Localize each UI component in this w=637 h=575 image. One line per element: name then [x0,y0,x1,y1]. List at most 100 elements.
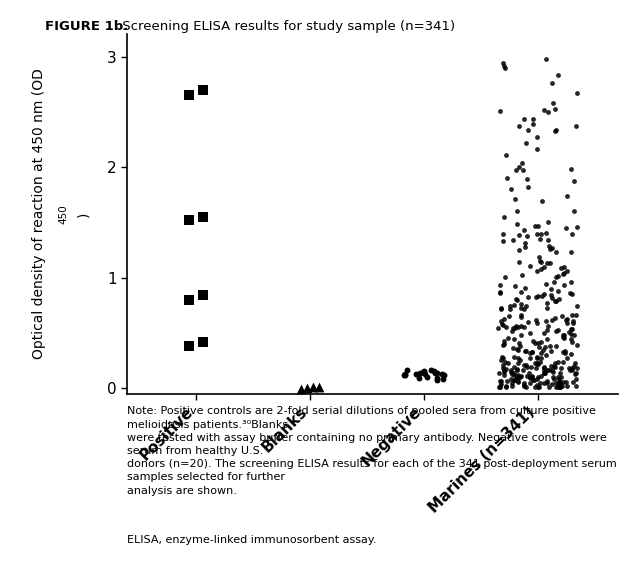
Point [569,361,579,370]
Point [520,139,531,148]
Point [501,364,511,373]
Point [529,375,539,384]
Point [512,344,522,353]
Point [494,382,505,391]
Point [534,342,545,351]
Point [530,382,540,392]
Point [496,380,506,389]
Point [497,364,508,373]
Point [553,286,563,296]
Point [551,126,561,135]
Point [536,257,547,266]
Point [533,382,543,392]
Point [550,273,561,282]
Point [197,290,208,300]
Point [548,375,559,384]
Point [498,237,508,246]
Point [497,341,508,350]
Point [526,348,536,357]
Text: ELISA, enzyme-linked immunosorbent assay.: ELISA, enzyme-linked immunosorbent assay… [127,535,377,545]
Point [519,380,529,389]
Point [522,371,533,381]
Point [184,295,194,304]
Point [527,348,538,357]
Point [540,55,550,64]
Point [296,384,306,393]
Point [538,346,548,355]
Point [516,287,526,296]
Point [513,371,524,380]
Point [515,373,526,382]
Point [551,378,561,388]
Point [546,290,556,300]
Point [543,321,553,331]
Point [514,121,524,131]
Point [559,334,569,343]
Point [559,348,569,358]
Point [534,382,544,392]
Point [507,327,517,336]
Point [184,342,194,351]
Point [531,144,541,154]
Point [571,363,582,372]
Point [505,304,515,313]
Point [513,230,524,239]
Point [546,362,556,371]
Point [554,379,564,388]
Point [555,369,565,378]
Point [519,304,529,313]
Point [525,373,535,382]
Point [566,363,576,373]
Point [524,369,534,378]
Point [562,191,572,201]
Point [571,368,582,377]
Point [499,370,510,380]
Point [548,373,559,382]
Point [515,331,526,340]
Point [499,314,509,323]
Point [521,301,531,310]
Point [564,328,575,337]
Point [561,377,571,386]
Point [554,375,564,384]
Point [528,119,538,128]
Point [553,382,563,392]
Point [503,359,513,368]
Point [535,257,545,266]
Point [566,324,576,333]
Point [541,279,551,288]
Point [415,369,425,378]
Point [495,376,505,385]
Point [544,365,554,374]
Point [557,381,567,390]
Point [422,373,432,382]
Point [545,259,555,268]
Point [506,375,516,384]
Point [501,323,511,332]
Point [547,98,557,108]
Point [541,317,551,326]
Point [547,244,557,253]
Point [554,295,564,304]
Point [515,300,526,309]
Point [568,318,578,327]
Point [525,378,535,388]
Point [511,294,521,304]
Point [545,245,555,254]
Point [559,280,569,289]
Point [506,367,517,377]
Point [420,370,430,379]
Point [530,359,540,368]
Text: Note: Positive controls are 2-fold serial dilutions of pooled sera from culture : Note: Positive controls are 2-fold seria… [127,407,617,496]
Point [436,369,447,378]
Point [517,158,527,167]
Point [551,382,561,392]
Point [499,212,509,221]
Point [538,289,548,298]
Point [540,369,550,378]
Point [495,107,505,116]
Point [541,365,552,374]
Point [511,321,521,331]
Point [539,262,549,271]
Point [497,229,508,239]
